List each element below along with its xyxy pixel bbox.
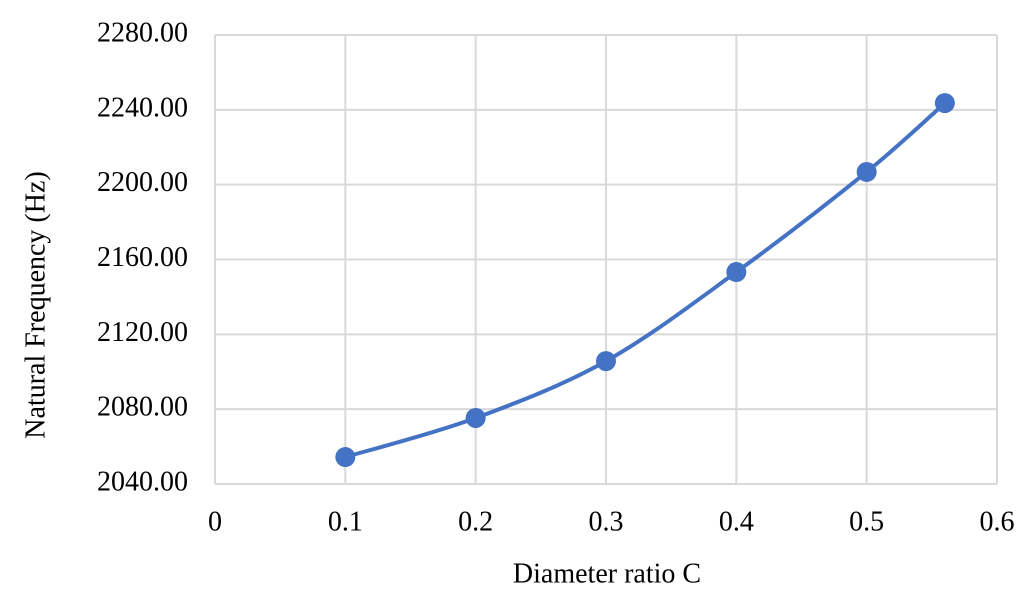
data-point	[335, 447, 356, 468]
y-tick-label: 2040.00	[97, 466, 188, 497]
y-tick-label: 2280.00	[97, 17, 188, 48]
data-point	[856, 161, 877, 182]
data-point	[596, 351, 616, 372]
y-tick-label: 2200.00	[97, 167, 188, 198]
x-axis-label: Diameter ratio C	[513, 558, 701, 589]
y-tick-label: 2120.00	[97, 317, 188, 348]
x-tick-label: 0.2	[458, 506, 493, 537]
x-tick-label: 0.1	[328, 506, 363, 537]
series-line	[344, 101, 947, 459]
y-tick-label: 2160.00	[97, 242, 188, 273]
x-tick-label: 0.5	[849, 506, 884, 537]
x-tick-label: 0	[208, 506, 222, 537]
data-point	[726, 262, 747, 283]
x-tick-label: 0.6	[980, 506, 1015, 537]
y-tick-label: 2080.00	[97, 392, 188, 423]
y-tick-label: 2240.00	[97, 92, 188, 123]
y-axis-label: Natural Frequency (Hz)	[20, 171, 51, 438]
x-tick-label: 0.3	[589, 506, 624, 537]
x-tick-label: 0.4	[719, 506, 754, 537]
data-point	[934, 93, 955, 114]
data-point	[465, 407, 486, 428]
